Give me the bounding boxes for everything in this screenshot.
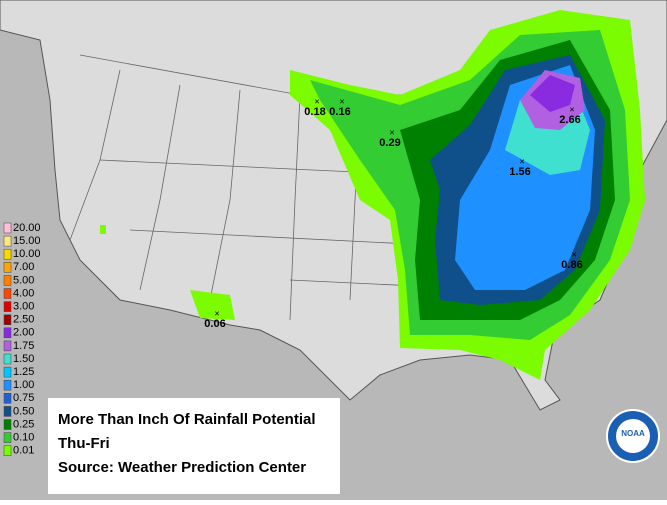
legend-swatch — [3, 366, 12, 378]
legend-swatch — [3, 314, 12, 325]
rain-areas — [100, 10, 645, 380]
legend-swatch — [3, 248, 12, 260]
x-marker: × — [214, 308, 219, 318]
rain-2-00 — [530, 75, 575, 112]
legend-swatch — [3, 379, 12, 391]
legend-swatch — [3, 275, 12, 286]
noaa-logo-inner — [616, 419, 650, 453]
annotation-value: 0.86 — [561, 259, 582, 271]
legend-swatch — [3, 340, 12, 352]
legend-swatch — [3, 301, 12, 312]
legend-swatch — [3, 406, 12, 417]
x-marker: × — [519, 156, 524, 166]
legend-swatch — [3, 393, 12, 404]
legend-label: 1.75 — [13, 340, 34, 352]
legend-label: 5.00 — [13, 274, 34, 286]
caption-line: Source: Weather Prediction Center — [58, 459, 306, 476]
legend-label: 20.00 — [13, 222, 41, 234]
x-marker: × — [339, 96, 344, 106]
noaa-logo-text: NOAA — [621, 429, 645, 438]
legend-label: 2.50 — [13, 314, 34, 326]
legend-swatch — [3, 419, 12, 430]
annotation-value: 0.06 — [204, 318, 225, 330]
annotation-value: 0.18 — [304, 106, 325, 118]
annotations: ×0.18×0.16×0.29×2.66×1.56×0.86×0.06 — [204, 96, 582, 330]
legend-label: 0.50 — [13, 405, 34, 417]
legend-label: 1.00 — [13, 379, 34, 391]
x-marker: × — [389, 127, 394, 137]
legend-label: 4.00 — [13, 287, 34, 299]
legend-swatch — [3, 288, 12, 299]
annotation-value: 1.56 — [509, 166, 530, 178]
annotation-value: 0.16 — [329, 106, 350, 118]
legend-label: 2.00 — [13, 327, 34, 339]
rain-patch-west — [100, 225, 106, 234]
legend: 20.0015.0010.007.005.004.003.002.502.001… — [3, 222, 41, 457]
x-marker: × — [571, 249, 576, 259]
legend-label: 1.50 — [13, 353, 34, 365]
legend-label: 10.00 — [13, 248, 41, 260]
x-marker: × — [314, 96, 319, 106]
legend-label: 7.00 — [13, 261, 34, 273]
x-marker: × — [569, 104, 574, 114]
caption-line: Thu-Fri — [58, 435, 110, 452]
rain-patch-southwest — [190, 290, 235, 320]
legend-label: 3.00 — [13, 301, 34, 313]
legend-swatch — [3, 432, 12, 443]
legend-swatch — [3, 222, 12, 234]
legend-swatch — [3, 327, 12, 339]
caption-box — [48, 398, 340, 494]
legend-label: 0.75 — [13, 392, 34, 404]
legend-swatch — [3, 235, 12, 247]
annotation-value: 2.66 — [559, 114, 580, 126]
legend-label: 1.25 — [13, 366, 34, 378]
legend-label: 0.10 — [13, 432, 34, 444]
caption-line: More Than Inch Of Rainfall Potential — [58, 411, 316, 428]
legend-label: 0.01 — [13, 445, 34, 457]
legend-label: 0.25 — [13, 418, 34, 430]
legend-swatch — [3, 445, 12, 456]
legend-label: 15.00 — [13, 235, 41, 247]
legend-swatch — [3, 262, 12, 273]
legend-swatch — [3, 353, 12, 365]
annotation-value: 0.29 — [379, 137, 400, 149]
